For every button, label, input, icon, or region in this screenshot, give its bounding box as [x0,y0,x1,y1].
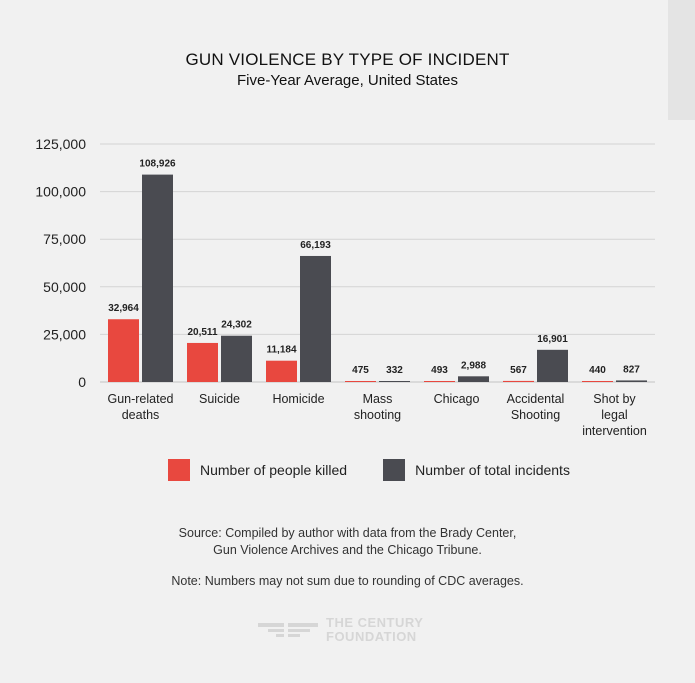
century-foundation-logo: THE CENTURY FOUNDATION [258,616,423,644]
x-tick-label-line: intervention [582,424,647,438]
x-tick-label: Mass shooting [354,392,401,422]
x-tick-label: Accidental Shooting [507,392,565,422]
logo-line-1: THE CENTURY [326,615,424,630]
data-label-incidents: 108,926 [139,159,176,170]
data-label-killed: 567 [510,365,527,376]
data-label-incidents: 332 [386,365,403,376]
data-label-incidents: 24,302 [221,320,252,331]
data-label-killed: 440 [589,365,606,376]
x-tick-label: Chicago [434,392,480,406]
note-text: Note: Numbers may not sum due to roundin… [171,574,524,588]
x-tick-label-line: Chicago [434,392,480,406]
data-label-incidents: 16,901 [537,334,568,345]
legend-item-incidents: Number of total incidents [383,459,570,481]
y-tick-label: 125,000 [35,136,86,152]
data-label-incidents: 2,988 [461,360,486,371]
x-tick-label-line: Accidental [507,392,565,406]
data-label-killed: 32,964 [108,303,139,314]
bar-incidents [379,381,410,382]
y-tick-label: 25,000 [43,326,86,342]
legend-swatch-killed [168,459,190,481]
bar-chart: 0 25,000 50,000 75,000 100,000 125,000 32,964 1… [35,136,655,438]
source-line-1: Source: Compiled by author with data fro… [178,526,517,540]
legend-swatch-incidents [383,459,406,481]
x-tick-label: Shot by legal intervention [582,392,647,438]
source-text: Source: Compiled by author with data fro… [0,525,695,559]
bar-incidents [458,376,489,382]
chart-subtitle: Five-Year Average, United States [237,72,458,89]
data-label-incidents: 827 [623,364,640,375]
legend-item-killed: Number of people killed [168,459,347,481]
x-tick-label-line: Shooting [511,408,560,422]
y-tick-label: 75,000 [43,231,86,247]
bar-incidents [221,335,252,382]
x-tick-label: Suicide [199,392,240,406]
data-label-killed: 20,511 [187,327,217,338]
bar-killed [582,381,613,382]
legend: Number of people killed Number of total … [168,459,606,481]
x-tick-label-line: shooting [354,408,401,422]
x-tick-label-line: legal [601,408,627,422]
bar-killed [503,380,534,382]
bar-incidents [300,255,331,382]
x-tick-label: Homicide [272,392,324,406]
bar-killed [266,360,297,382]
bar-killed [424,381,455,382]
x-tick-label-line: Mass [363,392,393,406]
y-tick-label: 50,000 [43,279,86,295]
x-tick-label-line: Suicide [199,392,240,406]
source-line-2: Gun Violence Archives and the Chicago Tr… [213,543,482,557]
logo-mark-icon [258,623,318,637]
corner-tab [668,0,695,120]
bar-incidents [142,174,173,382]
x-tick-label-line: Homicide [272,392,324,406]
data-label-killed: 475 [352,365,369,376]
logo-line-2: FOUNDATION [326,629,417,644]
y-tick-label: 0 [78,374,86,390]
bar-killed [345,381,376,382]
x-tick-label-line: Gun-related [107,392,173,406]
bar-incidents [537,349,568,382]
bar-killed [187,342,218,382]
data-label-killed: 11,184 [266,345,296,356]
bar-killed [108,319,139,382]
legend-label-killed: Number of people killed [200,462,348,478]
data-label-killed: 493 [431,365,448,376]
chart-title: GUN VIOLENCE BY TYPE OF INCIDENT [185,50,510,69]
x-tick-label-line: deaths [122,408,160,422]
x-tick-label-line: Shot by [593,392,636,406]
bar-incidents [616,380,647,382]
y-tick-label: 100,000 [35,184,86,200]
legend-label-incidents: Number of total incidents [415,462,570,478]
x-tick-label: Gun-related deaths [107,392,173,422]
data-label-incidents: 66,193 [300,240,331,251]
